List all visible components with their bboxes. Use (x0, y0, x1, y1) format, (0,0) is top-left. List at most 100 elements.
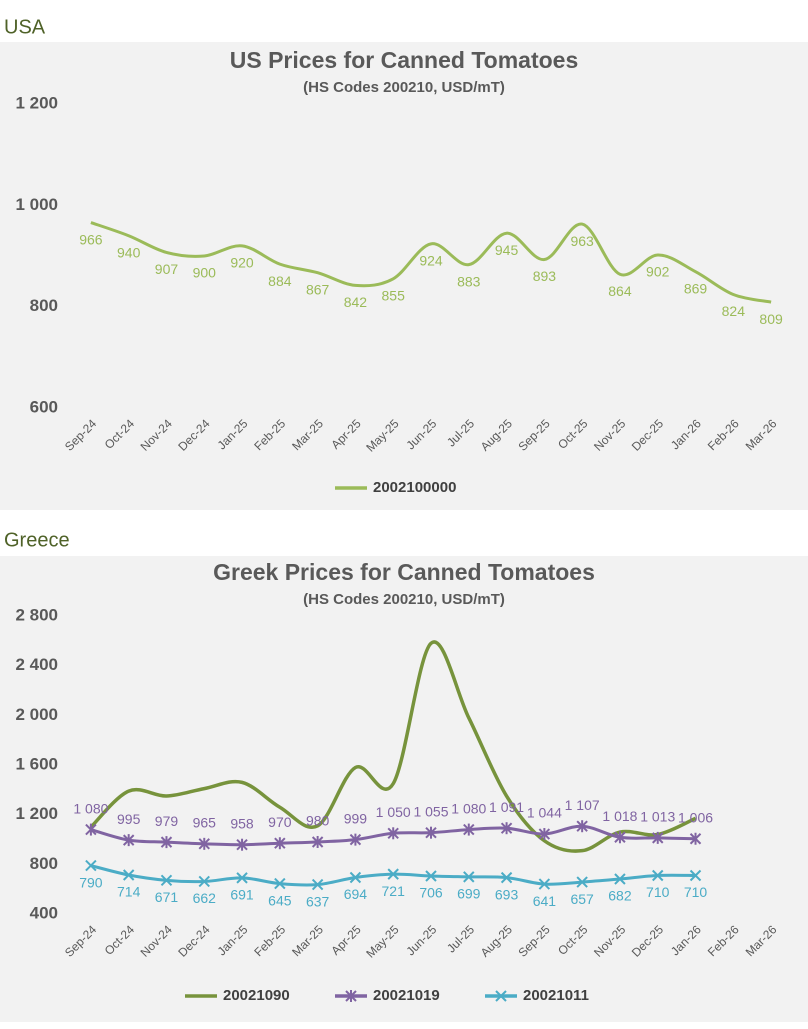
marker (85, 823, 97, 836)
series-line (90, 221, 772, 304)
marker-stroke (614, 873, 626, 885)
marker (689, 869, 702, 882)
data-label: 662 (193, 890, 217, 906)
data-label: 1 050 (376, 804, 411, 820)
data-label: 790 (79, 874, 103, 890)
marker-stroke (198, 875, 210, 888)
marker (538, 878, 551, 890)
data-label: 1 018 (602, 808, 637, 824)
data-label: 963 (570, 233, 594, 249)
y-tick-label: 800 (30, 296, 58, 315)
marker (495, 990, 507, 1002)
marker (345, 990, 357, 1002)
data-label: 1 080 (451, 800, 486, 816)
y-tick-label: 1 000 (15, 195, 58, 214)
data-label: 645 (268, 892, 292, 908)
data-label: 902 (646, 264, 670, 280)
legend-label: 20021090 (223, 987, 290, 1004)
legend-label: 2002100000 (373, 479, 456, 496)
data-label: 893 (533, 268, 557, 284)
data-label: 1 006 (678, 809, 713, 825)
data-label: 691 (230, 887, 254, 903)
data-label: 965 (193, 815, 217, 831)
data-label: 1 107 (565, 797, 600, 813)
marker-stroke (576, 876, 588, 888)
section-heading: Greece (4, 529, 70, 551)
marker (425, 870, 437, 882)
data-label: 995 (117, 811, 141, 827)
data-label: 721 (382, 883, 406, 899)
marker-stroke (425, 870, 437, 882)
data-label: 699 (457, 886, 481, 902)
data-label: 1 013 (640, 809, 675, 825)
data-label: 864 (608, 283, 632, 299)
y-tick-label: 2 000 (15, 705, 58, 724)
data-label: 884 (268, 273, 292, 289)
data-label: 945 (495, 242, 519, 258)
data-label: 958 (230, 815, 254, 831)
marker (614, 831, 626, 844)
marker-stroke (652, 869, 664, 882)
marker-stroke (689, 869, 702, 882)
data-label: 970 (268, 814, 292, 830)
marker-stroke (495, 990, 507, 1002)
data-label: 979 (155, 813, 179, 829)
data-label: 966 (79, 231, 103, 247)
data-label: 1 080 (73, 800, 108, 816)
data-label: 999 (344, 810, 368, 826)
y-tick-label: 2 800 (15, 605, 58, 624)
marker (652, 831, 664, 844)
data-label: 710 (646, 884, 670, 900)
marker (576, 820, 588, 833)
marker-stroke (236, 872, 248, 884)
data-label: 710 (684, 884, 708, 900)
marker (122, 834, 135, 847)
data-label: 1 091 (489, 799, 524, 815)
series-line (89, 640, 697, 853)
marker (463, 823, 475, 836)
marker-stroke (85, 859, 97, 872)
marker (236, 838, 248, 851)
data-label: 657 (570, 891, 594, 907)
chart-subtitle: (HS Codes 200210, USD/mT) (303, 591, 505, 608)
marker (236, 872, 248, 884)
data-label: 920 (230, 255, 254, 271)
marker (122, 869, 135, 881)
y-tick-label: 600 (30, 397, 58, 416)
marker (274, 877, 286, 890)
y-tick-label: 1 600 (15, 754, 58, 773)
marker-stroke (160, 874, 173, 887)
marker (652, 869, 664, 882)
marker-stroke (122, 869, 135, 881)
chart-title: Greek Prices for Canned Tomatoes (213, 559, 595, 585)
marker-stroke (274, 877, 286, 890)
marker (160, 836, 173, 849)
data-label: 867 (306, 281, 330, 297)
marker (198, 837, 210, 850)
marker (500, 822, 513, 835)
marker-stroke (463, 871, 475, 883)
marker (349, 833, 362, 846)
panel (0, 42, 808, 510)
data-label: 900 (193, 265, 217, 281)
data-label: 1 055 (413, 803, 448, 819)
y-tick-label: 2 400 (15, 655, 58, 674)
data-label: 641 (533, 893, 557, 909)
marker (311, 835, 324, 848)
data-label: 809 (759, 311, 783, 327)
panel (0, 556, 808, 1022)
marker-stroke (311, 878, 324, 891)
data-label: 637 (306, 893, 330, 909)
data-label: 694 (344, 886, 368, 902)
marker (349, 871, 362, 884)
marker (500, 871, 513, 884)
chart-title: US Prices for Canned Tomatoes (230, 47, 579, 73)
data-label: 693 (495, 886, 519, 902)
data-label: 842 (344, 294, 368, 310)
marker (85, 859, 97, 872)
data-label: 924 (419, 253, 443, 269)
data-label: 980 (306, 813, 330, 829)
marker (311, 878, 324, 891)
marker (576, 876, 588, 888)
